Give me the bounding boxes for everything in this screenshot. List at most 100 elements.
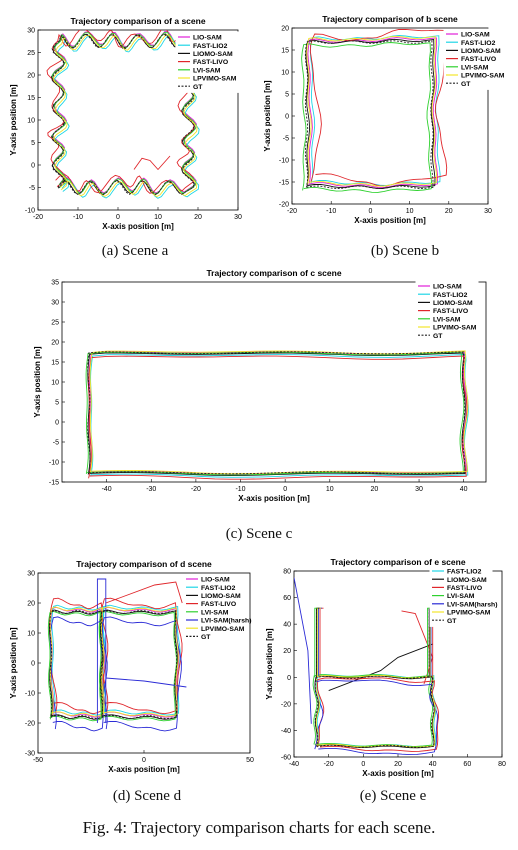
legend-entry: LIOMO-SAM [193,51,233,58]
subcaption-scene-d: (d) Scene d [112,788,182,804]
y-axis-label: Y-axis position [m] [9,84,18,155]
series-line-fast-lio2 [51,604,107,716]
y-tick-label: -15 [49,480,59,487]
chart-svg: Trajectory comparison of c scene -40 -30 -2… [33,268,487,503]
y-tick-label: 15 [281,48,289,55]
legend-entry: GT [193,84,203,91]
y-tick-label: 0 [287,675,291,682]
x-tick-label: 0 [368,208,372,215]
y-tick-label: -20 [281,701,291,708]
y-tick-label: 5 [55,400,59,407]
legend-entry: LVI-SAM(harsh) [447,601,497,608]
y-tick-label: -10 [25,208,35,215]
chart-title: Trajectory comparison of a scene [70,16,205,26]
x-tick-label: -40 [289,761,299,768]
y-tick-label: -10 [25,691,35,698]
legend-entry: GT [201,634,211,641]
series-line-fast-livo [133,155,171,171]
legend-entry: LVI-SAM(harsh) [201,618,251,625]
series-line-lpvimo-sam [89,350,469,475]
x-axis-label: X-axis position [m] [108,765,180,774]
y-tick-label: 10 [27,631,35,638]
series-line-fast-livo [46,30,196,194]
series-line-lvi-sam [51,31,197,195]
legend-entry: LIOMO-SAM [447,577,487,584]
x-axis-label: X-axis position [m] [354,216,426,225]
y-tick-label: 10 [27,118,35,125]
legend-box [415,280,479,342]
series-line-lvi-sam [98,611,177,722]
x-axis-label: X-axis position [m] [238,494,310,503]
y-tick-label: 20 [281,26,289,33]
series-line-fast-livo [316,677,440,752]
y-tick-label: -40 [281,728,291,735]
y-tick-label: -30 [25,751,35,758]
series-line-fast-livo [401,610,434,685]
legend-entry: FAST-LIO2 [201,585,236,592]
y-tick-label: 40 [283,622,291,629]
series-line-lvi-sam [47,611,103,722]
legend-entry: LVI-SAM [447,593,475,600]
y-tick-label: 80 [283,569,291,576]
x-tick-label: 80 [498,761,506,768]
legend-box [175,31,239,93]
y-tick-label: 5 [285,92,289,99]
x-tick-label: 0 [116,214,120,221]
figure-caption: Fig. 4: Trajectory comparison charts for… [82,818,436,837]
series-line-gt [87,351,466,475]
chart-scene-b: Trajectory comparison of b scene -20 -10 0 1… [258,0,518,240]
y-axis-label: Y-axis position [m] [263,80,272,151]
legend-box [443,28,507,90]
series-line-lio-sam [307,37,439,189]
series-line-liomo-sam [50,33,196,196]
y-axis-label: Y-axis position [m] [9,627,18,698]
y-tick-label: 15 [27,95,35,102]
series-line-fast-livo [319,607,324,678]
series-line-gt [316,607,320,678]
y-tick-label: 20 [51,340,59,347]
legend-entry: FAST-LIVO [461,56,496,63]
legend-entry: FAST-LIVO [193,59,228,66]
chart-title: Trajectory comparison of b scene [322,14,458,24]
series-line-gt [100,610,178,719]
y-tick-label: 20 [283,648,291,655]
x-tick-label: -10 [73,214,83,221]
y-tick-label: 20 [27,73,35,80]
series-line-fast-lio2 [102,604,181,716]
y-tick-label: 30 [27,28,35,35]
x-tick-label: 20 [445,208,453,215]
y-axis-label: Y-axis position [m] [33,346,42,417]
legend-entry: LIOMO-SAM [433,300,473,307]
legend-entry: LIO-SAM [193,35,222,42]
series-line-fast-livo [309,28,448,187]
y-tick-label: 20 [27,601,35,608]
legend-entry: FAST-LIO2 [433,292,468,299]
x-tick-label: 60 [463,761,471,768]
y-tick-label: -5 [283,136,289,143]
y-tick-label: 15 [51,360,59,367]
x-tick-label: -10 [235,486,245,493]
series-line-lio-sam [50,606,106,718]
series-line-liomo-sam [328,643,433,692]
y-tick-label: 25 [51,320,59,327]
legend-entry: FAST-LIO2 [447,569,482,576]
series-line-lvi-sam [301,42,432,193]
series-line-lio-sam [88,350,468,475]
y-tick-label: 10 [51,380,59,387]
series-line-fast-livo [105,581,183,604]
x-tick-label: 20 [394,761,402,768]
x-tick-label: 20 [194,214,202,221]
y-tick-label: -60 [281,755,291,762]
subcaption-scene-b: (b) Scene b [370,243,440,259]
subcaption-scene-e: (e) Scene e [359,788,427,804]
y-tick-label: -20 [279,202,289,209]
x-tick-label: 30 [415,486,423,493]
x-tick-label: 10 [326,486,334,493]
legend-entry: LPVIMO-SAM [201,626,245,633]
series-line-lpvimo-sam [306,35,438,187]
legend-entry: FAST-LIO2 [461,40,496,47]
y-tick-label: 0 [31,661,35,668]
y-tick-label: -20 [25,721,35,728]
legend-entry: FAST-LIVO [433,308,468,315]
y-tick-label: -5 [29,185,35,192]
